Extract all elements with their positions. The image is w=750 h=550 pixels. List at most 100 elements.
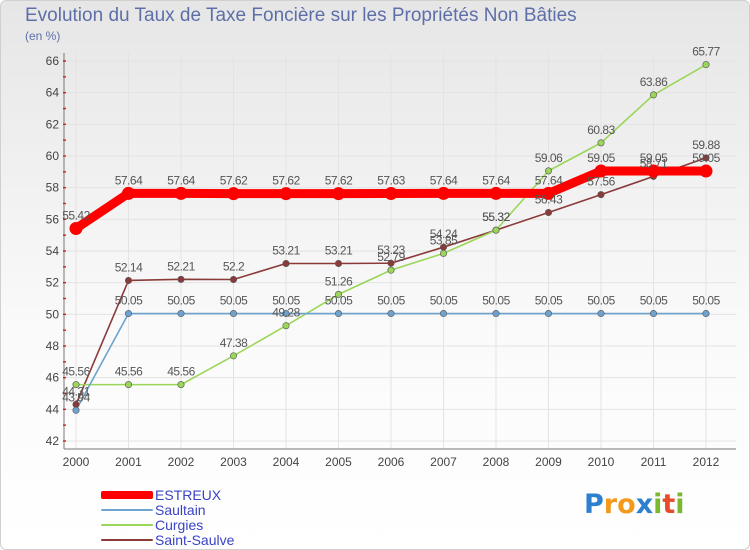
data-point-saint-saulve [702, 154, 710, 162]
data-point-curgies [702, 61, 710, 69]
data-point-curgies [72, 381, 80, 389]
data-point-estreux [699, 164, 713, 178]
data-label-estreux: 59.05 [640, 151, 668, 165]
data-label-saultain: 50.05 [640, 294, 668, 308]
data-point-saultain [125, 310, 133, 318]
legend-item: ESTREUX [101, 486, 222, 503]
data-point-saultain [334, 310, 342, 318]
axes: 42 44 46 48 50 52 54 56 58 60 62 64 66 2000 2001 2002 20… [46, 53, 736, 469]
unit-label: (en %) [25, 29, 61, 43]
data-label-curgies: 51.26 [325, 274, 353, 288]
legend-swatch [101, 538, 153, 541]
data-label-saultain: 50.05 [377, 294, 405, 308]
data-label-saultain: 50.05 [430, 294, 458, 308]
data-label-saultain: 50.05 [535, 294, 563, 308]
logo-letter: P [584, 489, 604, 520]
data-label-curgies: 55.32 [482, 210, 510, 224]
data-label-saultain: 50.05 [167, 294, 195, 308]
legend-label: ESTREUX [155, 486, 222, 503]
data-label-saint-saulve: 57.56 [587, 175, 615, 189]
data-label-saultain: 50.05 [482, 294, 510, 308]
x-tick-label: 2004 [273, 455, 300, 469]
legend-swatch [101, 490, 153, 499]
data-point-saultain [387, 310, 395, 318]
data-point-saint-saulve [544, 209, 552, 217]
data-label-saint-saulve: 52.2 [223, 260, 245, 274]
data-point-saint-saulve [282, 260, 290, 268]
x-tick-label: 2005 [325, 455, 352, 469]
legend-label: Saultain [155, 501, 206, 518]
data-point-curgies [334, 290, 342, 298]
data-point-saultain [72, 406, 80, 414]
data-label-curgies: 52.79 [377, 250, 405, 264]
data-point-curgies [387, 266, 395, 274]
data-label-curgies: 49.28 [272, 306, 300, 320]
data-point-estreux [279, 187, 293, 201]
y-tick-label: 52 [46, 276, 60, 290]
data-point-estreux [69, 222, 83, 236]
logo-letter: r [603, 489, 618, 520]
data-label-curgies: 65.77 [692, 45, 720, 59]
data-point-curgies [282, 322, 290, 330]
data-label-saultain: 50.05 [692, 294, 720, 308]
data-label-estreux: 59.05 [692, 151, 720, 165]
data-point-saultain [702, 310, 710, 318]
legend-label: Saint-Saulve [155, 531, 235, 548]
data-point-estreux [174, 186, 188, 200]
data-label-estreux: 57.62 [325, 174, 353, 188]
data-label-saultain: 50.05 [220, 294, 248, 308]
x-tick-label: 2008 [483, 455, 510, 469]
x-tick-label: 2009 [535, 455, 562, 469]
y-tick-label: 56 [46, 212, 60, 226]
data-label-saint-saulve: 53.21 [272, 244, 300, 258]
data-point-saultain [544, 310, 552, 318]
data-point-curgies [597, 139, 605, 147]
data-point-saint-saulve [597, 191, 605, 199]
data-point-saultain [177, 310, 185, 318]
data-label-saultain: 50.05 [115, 294, 143, 308]
data-label-curgies: 45.56 [115, 365, 143, 379]
chart-title: Evolution du Taux de Taxe Foncière sur l… [25, 5, 577, 26]
logo-letter: o [617, 489, 636, 520]
data-label-saultain: 50.05 [587, 294, 615, 308]
data-label-estreux: 57.63 [377, 174, 405, 188]
data-point-saultain [649, 310, 657, 318]
y-tick-label: 54 [46, 244, 60, 258]
data-point-estreux [122, 186, 135, 200]
legend-item: Saint-Saulve [101, 531, 235, 548]
data-point-saint-saulve [125, 276, 133, 284]
series-points [69, 61, 713, 414]
data-label-curgies: 53.85 [430, 233, 458, 247]
data-label-estreux: 57.64 [430, 173, 458, 187]
y-tick-label: 50 [46, 307, 60, 321]
data-point-saultain [282, 310, 290, 318]
x-tick-label: 2007 [430, 455, 457, 469]
x-tick-label: 2002 [168, 455, 195, 469]
data-label-curgies: 45.56 [62, 365, 90, 379]
data-label-saint-saulve: 55.32 [482, 210, 510, 224]
data-label-curgies: 47.38 [220, 336, 248, 350]
data-label-saint-saulve: 53.23 [377, 243, 405, 257]
data-label-estreux: 57.64 [167, 173, 195, 187]
data-point-estreux [437, 186, 450, 200]
logo-letter: t [662, 489, 676, 520]
data-label-saultain: 43.94 [62, 390, 90, 404]
grid [64, 53, 736, 449]
x-tick-label: 2006 [378, 455, 405, 469]
data-label-curgies: 59.06 [535, 151, 563, 165]
data-point-estreux [227, 187, 240, 201]
data-label-estreux: 57.64 [482, 173, 510, 187]
y-tick-label: 58 [46, 181, 60, 195]
x-tick-label: 2011 [641, 455, 667, 469]
data-point-estreux [332, 187, 345, 201]
logo-letter: x [635, 489, 654, 520]
data-point-curgies [177, 381, 185, 389]
y-tick-label: 62 [46, 117, 60, 131]
data-label-saint-saulve: 58.71 [640, 156, 668, 170]
data-point-curgies [439, 249, 447, 257]
y-tick-label: 60 [46, 149, 60, 163]
data-label-estreux: 55.42 [62, 209, 90, 223]
